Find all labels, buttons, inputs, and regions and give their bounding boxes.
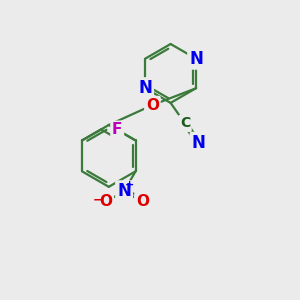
Text: C: C xyxy=(180,116,190,130)
Text: +: + xyxy=(125,180,135,190)
Text: F: F xyxy=(112,122,122,137)
Text: O: O xyxy=(99,194,112,209)
Text: −: − xyxy=(92,194,103,207)
Text: N: N xyxy=(138,79,152,97)
Text: N: N xyxy=(191,134,206,152)
Text: O: O xyxy=(146,98,159,112)
Text: O: O xyxy=(136,194,149,209)
Text: N: N xyxy=(189,50,203,68)
Text: N: N xyxy=(117,182,131,200)
